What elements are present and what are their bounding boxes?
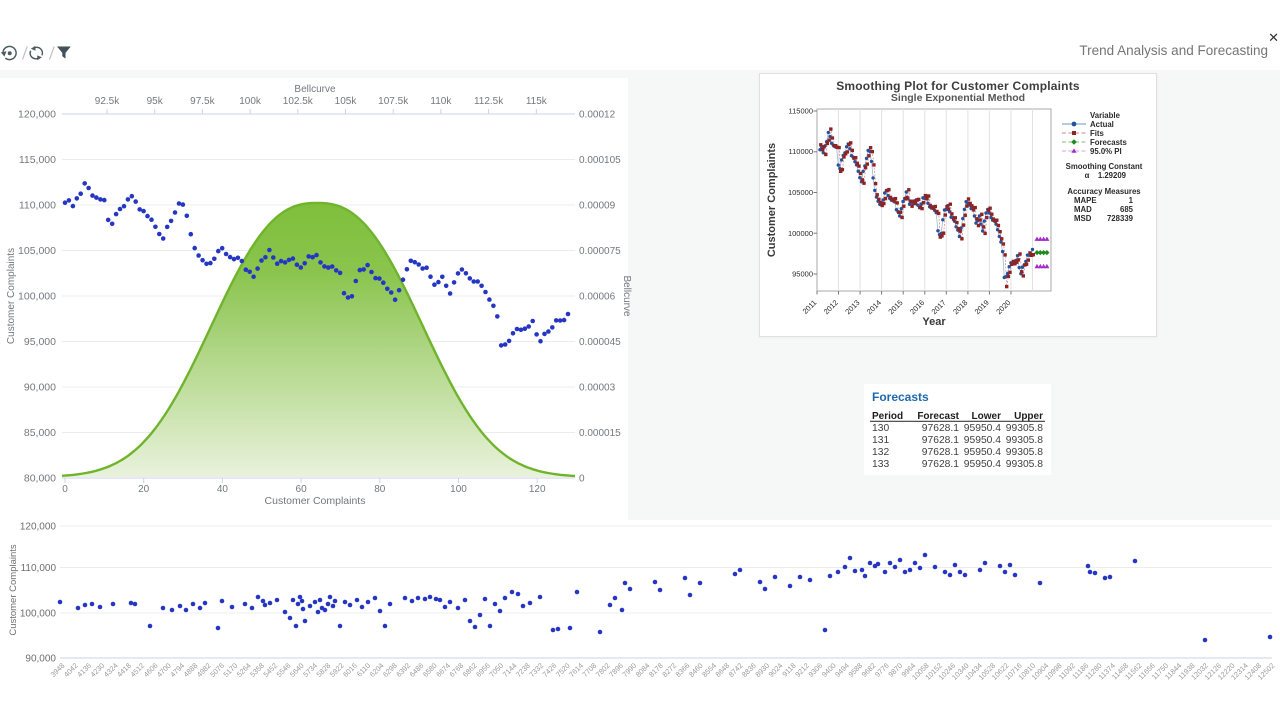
svg-text:20: 20: [138, 484, 150, 495]
svg-text:95k: 95k: [147, 96, 164, 107]
svg-text:0.000015: 0.000015: [579, 428, 621, 439]
svg-text:85,000: 85,000: [24, 427, 56, 439]
svg-text:105,000: 105,000: [18, 245, 56, 257]
svg-text:110,000: 110,000: [21, 563, 57, 574]
svg-text:95,000: 95,000: [24, 336, 56, 348]
svg-text:107.5k: 107.5k: [378, 96, 409, 107]
svg-text:115,000: 115,000: [19, 154, 56, 166]
svg-text:0.000105: 0.000105: [579, 155, 621, 166]
svg-text:0.00003: 0.00003: [579, 383, 616, 394]
svg-text:100,000: 100,000: [20, 609, 57, 620]
svg-text:112.5k: 112.5k: [474, 96, 504, 107]
svg-text:0.00006: 0.00006: [579, 292, 616, 303]
svg-text:100k: 100k: [239, 96, 262, 107]
svg-text:0.00012: 0.00012: [579, 110, 616, 121]
svg-text:90,000: 90,000: [25, 654, 56, 665]
svg-text:120,000: 120,000: [20, 522, 57, 533]
svg-text:110k: 110k: [430, 96, 452, 107]
svg-text:120: 120: [529, 484, 546, 495]
svg-text:60: 60: [296, 484, 308, 495]
svg-text:0: 0: [579, 474, 585, 485]
svg-text:120,000: 120,000: [18, 109, 56, 121]
svg-text:Bellcurve: Bellcurve: [621, 275, 632, 317]
svg-text:115k: 115k: [526, 96, 548, 107]
svg-text:0.00009: 0.00009: [579, 201, 616, 212]
svg-text:Bellcurve: Bellcurve: [294, 84, 336, 95]
svg-text:80: 80: [374, 484, 386, 495]
svg-text:90,000: 90,000: [24, 382, 56, 394]
svg-text:0: 0: [62, 484, 68, 495]
svg-text:0.000075: 0.000075: [579, 246, 621, 257]
svg-text:0.000045: 0.000045: [579, 337, 621, 348]
svg-text:100,000: 100,000: [18, 291, 56, 303]
svg-text:92.5k: 92.5k: [95, 96, 120, 107]
svg-text:40: 40: [217, 484, 229, 495]
svg-text:Customer Complaints: Customer Complaints: [8, 544, 19, 636]
svg-text:Customer Complaints: Customer Complaints: [6, 248, 17, 344]
svg-text:110,000: 110,000: [19, 200, 56, 212]
svg-text:105k: 105k: [335, 96, 358, 107]
svg-text:102.5k: 102.5k: [283, 96, 314, 107]
svg-text:97.5k: 97.5k: [190, 96, 215, 107]
svg-text:Customer Complaints: Customer Complaints: [265, 495, 366, 507]
svg-text:80,000: 80,000: [24, 473, 56, 485]
svg-text:100: 100: [450, 484, 467, 495]
